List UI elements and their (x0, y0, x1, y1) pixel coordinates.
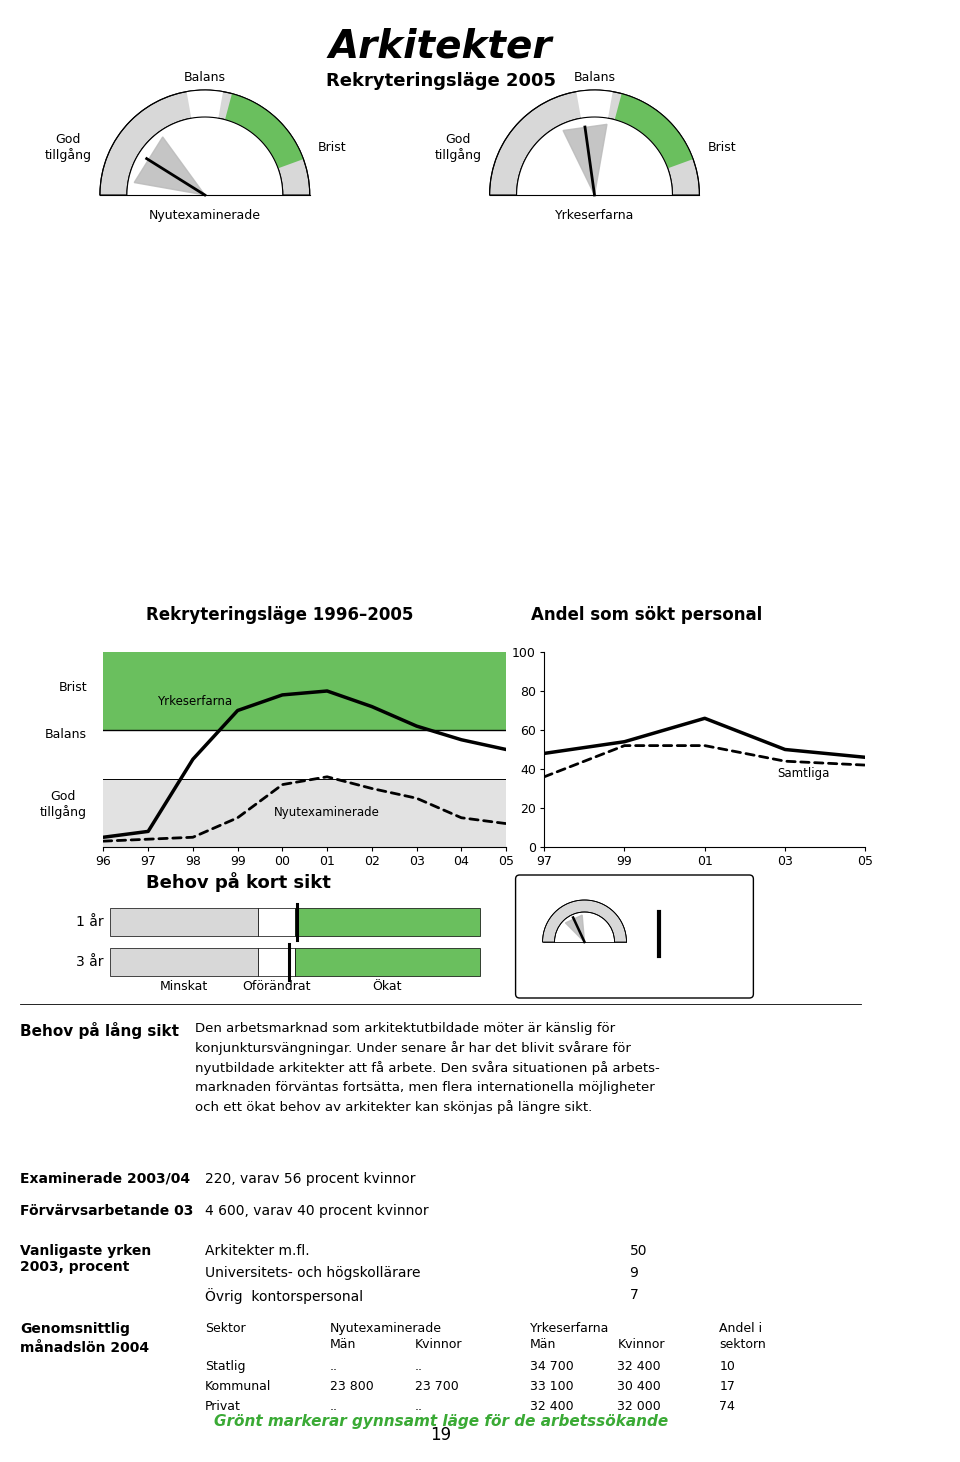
Text: Genomsnittlig
månadslön 2004: Genomsnittlig månadslön 2004 (20, 1322, 149, 1355)
Wedge shape (614, 94, 693, 168)
Bar (295, 947, 480, 977)
Text: Samtliga: Samtliga (777, 766, 829, 779)
Text: 1 år: 1 år (76, 915, 104, 928)
Text: 23 800: 23 800 (329, 1380, 373, 1393)
Text: Balans: Balans (183, 72, 226, 83)
Text: Yrkeserfarna: Yrkeserfarna (157, 694, 232, 708)
Text: Kommunal: Kommunal (204, 1380, 272, 1393)
Bar (258, 947, 295, 977)
Text: Balans: Balans (45, 728, 87, 741)
Text: Nyutexaminerade: Nyutexaminerade (149, 209, 261, 222)
Text: 33 100: 33 100 (530, 1380, 573, 1393)
Text: 9: 9 (630, 1266, 638, 1281)
Text: Yrkeserfarna: Yrkeserfarna (530, 1322, 609, 1335)
Text: Sektor: Sektor (204, 1322, 246, 1335)
Text: 32 400: 32 400 (617, 1360, 661, 1373)
Text: 32 400: 32 400 (530, 1401, 573, 1412)
Text: Vanligaste yrken
2003, procent: Vanligaste yrken 2003, procent (20, 1244, 152, 1275)
Text: Män: Män (530, 1338, 556, 1351)
Text: Statlig: Statlig (204, 1360, 246, 1373)
Text: Minskat: Minskat (159, 980, 208, 993)
Bar (295, 908, 480, 936)
Bar (109, 947, 258, 977)
Text: 17: 17 (719, 1380, 735, 1393)
Text: 4 600, varav 40 procent kvinnor: 4 600, varav 40 procent kvinnor (204, 1205, 428, 1218)
Text: ..: .. (329, 1401, 338, 1412)
Text: Rekryteringsläge 2005: Rekryteringsläge 2005 (325, 72, 556, 91)
Text: TEKNIK: TEKNIK (912, 694, 929, 768)
Text: 23 700: 23 700 (415, 1380, 459, 1393)
Text: 32 000: 32 000 (617, 1401, 661, 1412)
Text: Kvinnor: Kvinnor (415, 1338, 462, 1351)
Text: 74: 74 (719, 1401, 735, 1412)
Polygon shape (134, 137, 204, 194)
Text: Arkitekter: Arkitekter (329, 28, 552, 66)
Text: Universitets- och högskollärare: Universitets- och högskollärare (204, 1266, 420, 1281)
Text: ..: .. (329, 1360, 338, 1373)
Text: Behov på lång sikt: Behov på lång sikt (20, 1022, 179, 1039)
Text: Den arbetsmarknad som arkitektutbildade möter är känslig för
konjunktursvängning: Den arbetsmarknad som arkitektutbildade … (195, 1022, 660, 1114)
Text: Ökat: Ökat (372, 980, 402, 993)
Text: 19: 19 (430, 1425, 451, 1444)
Bar (104, 730, 506, 779)
Text: Andel i: Andel i (719, 1322, 762, 1335)
Text: Brist: Brist (59, 681, 87, 693)
Text: God
tillgång: God tillgång (435, 133, 482, 162)
Text: Övrig  kontorspersonal: Övrig kontorspersonal (204, 1288, 363, 1304)
Polygon shape (565, 915, 585, 942)
Text: Brist: Brist (318, 142, 347, 155)
Wedge shape (516, 117, 672, 194)
Wedge shape (100, 91, 310, 194)
Wedge shape (490, 91, 700, 194)
Text: 50: 50 (630, 1244, 647, 1257)
Text: Arkitekter m.fl.: Arkitekter m.fl. (204, 1244, 309, 1257)
Text: ..: .. (415, 1401, 422, 1412)
Text: Förvärvsarbetande 03: Förvärvsarbetande 03 (20, 1205, 193, 1218)
Text: Brist: Brist (708, 142, 736, 155)
FancyBboxPatch shape (516, 874, 754, 999)
Text: 10: 10 (719, 1360, 735, 1373)
Text: God
tillgång: God tillgång (45, 133, 92, 162)
Text: Män: Män (329, 1338, 356, 1351)
Text: Examinerade 2003/04: Examinerade 2003/04 (20, 1173, 190, 1186)
Text: 30 400: 30 400 (617, 1380, 661, 1393)
Text: Rekryteringsläge 1996–2005: Rekryteringsläge 1996–2005 (146, 607, 414, 624)
Text: Grönt markerar gynnsamt läge för de arbetssökande: Grönt markerar gynnsamt läge för de arbe… (213, 1414, 668, 1428)
Text: Nyutexaminerade: Nyutexaminerade (329, 1322, 442, 1335)
Text: God
tillgång: God tillgång (40, 789, 87, 819)
Polygon shape (564, 124, 607, 194)
Bar (109, 908, 258, 936)
Wedge shape (127, 117, 283, 194)
Bar (104, 652, 506, 730)
Wedge shape (542, 901, 627, 942)
Text: 7: 7 (630, 1288, 638, 1303)
Text: sektorn: sektorn (719, 1338, 766, 1351)
Text: Behov på kort sikt: Behov på kort sikt (146, 871, 330, 892)
Text: Privat: Privat (204, 1401, 241, 1412)
Text: Markerar
osäkerhets-
intervall: Markerar osäkerhets- intervall (675, 911, 743, 953)
Text: ..: .. (415, 1360, 422, 1373)
Bar (258, 908, 295, 936)
Text: 34 700: 34 700 (530, 1360, 573, 1373)
Text: Andel som sökt personal: Andel som sökt personal (531, 607, 762, 624)
Text: Oförändrat: Oförändrat (242, 980, 310, 993)
Text: Nyutexaminerade: Nyutexaminerade (274, 806, 379, 819)
Wedge shape (186, 91, 223, 118)
Text: 3 år: 3 år (77, 955, 104, 969)
Text: Kvinnor: Kvinnor (617, 1338, 665, 1351)
Bar (104, 779, 506, 846)
Text: Yrkeserfarna: Yrkeserfarna (555, 209, 635, 222)
Wedge shape (576, 91, 612, 118)
Text: 220, varav 56 procent kvinnor: 220, varav 56 procent kvinnor (204, 1173, 416, 1186)
Text: Balans: Balans (573, 72, 615, 83)
Wedge shape (225, 94, 303, 168)
